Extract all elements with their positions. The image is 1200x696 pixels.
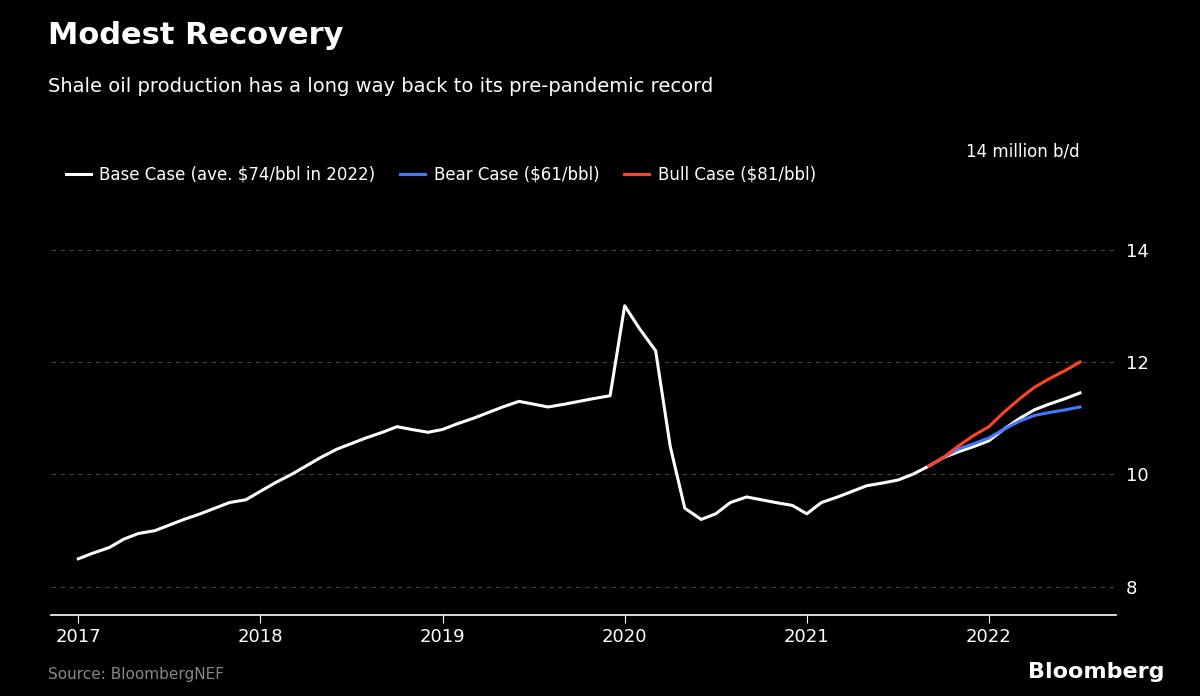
Legend: Base Case (ave. $74/bbl in 2022), Bear Case ($61/bbl), Bull Case ($81/bbl): Base Case (ave. $74/bbl in 2022), Bear C… — [59, 159, 822, 190]
Text: Modest Recovery: Modest Recovery — [48, 21, 343, 50]
Text: Bloomberg: Bloomberg — [1027, 662, 1164, 682]
Text: Source: BloombergNEF: Source: BloombergNEF — [48, 667, 224, 682]
Text: 14 million b/d: 14 million b/d — [966, 143, 1080, 161]
Text: Shale oil production has a long way back to its pre-pandemic record: Shale oil production has a long way back… — [48, 77, 713, 95]
